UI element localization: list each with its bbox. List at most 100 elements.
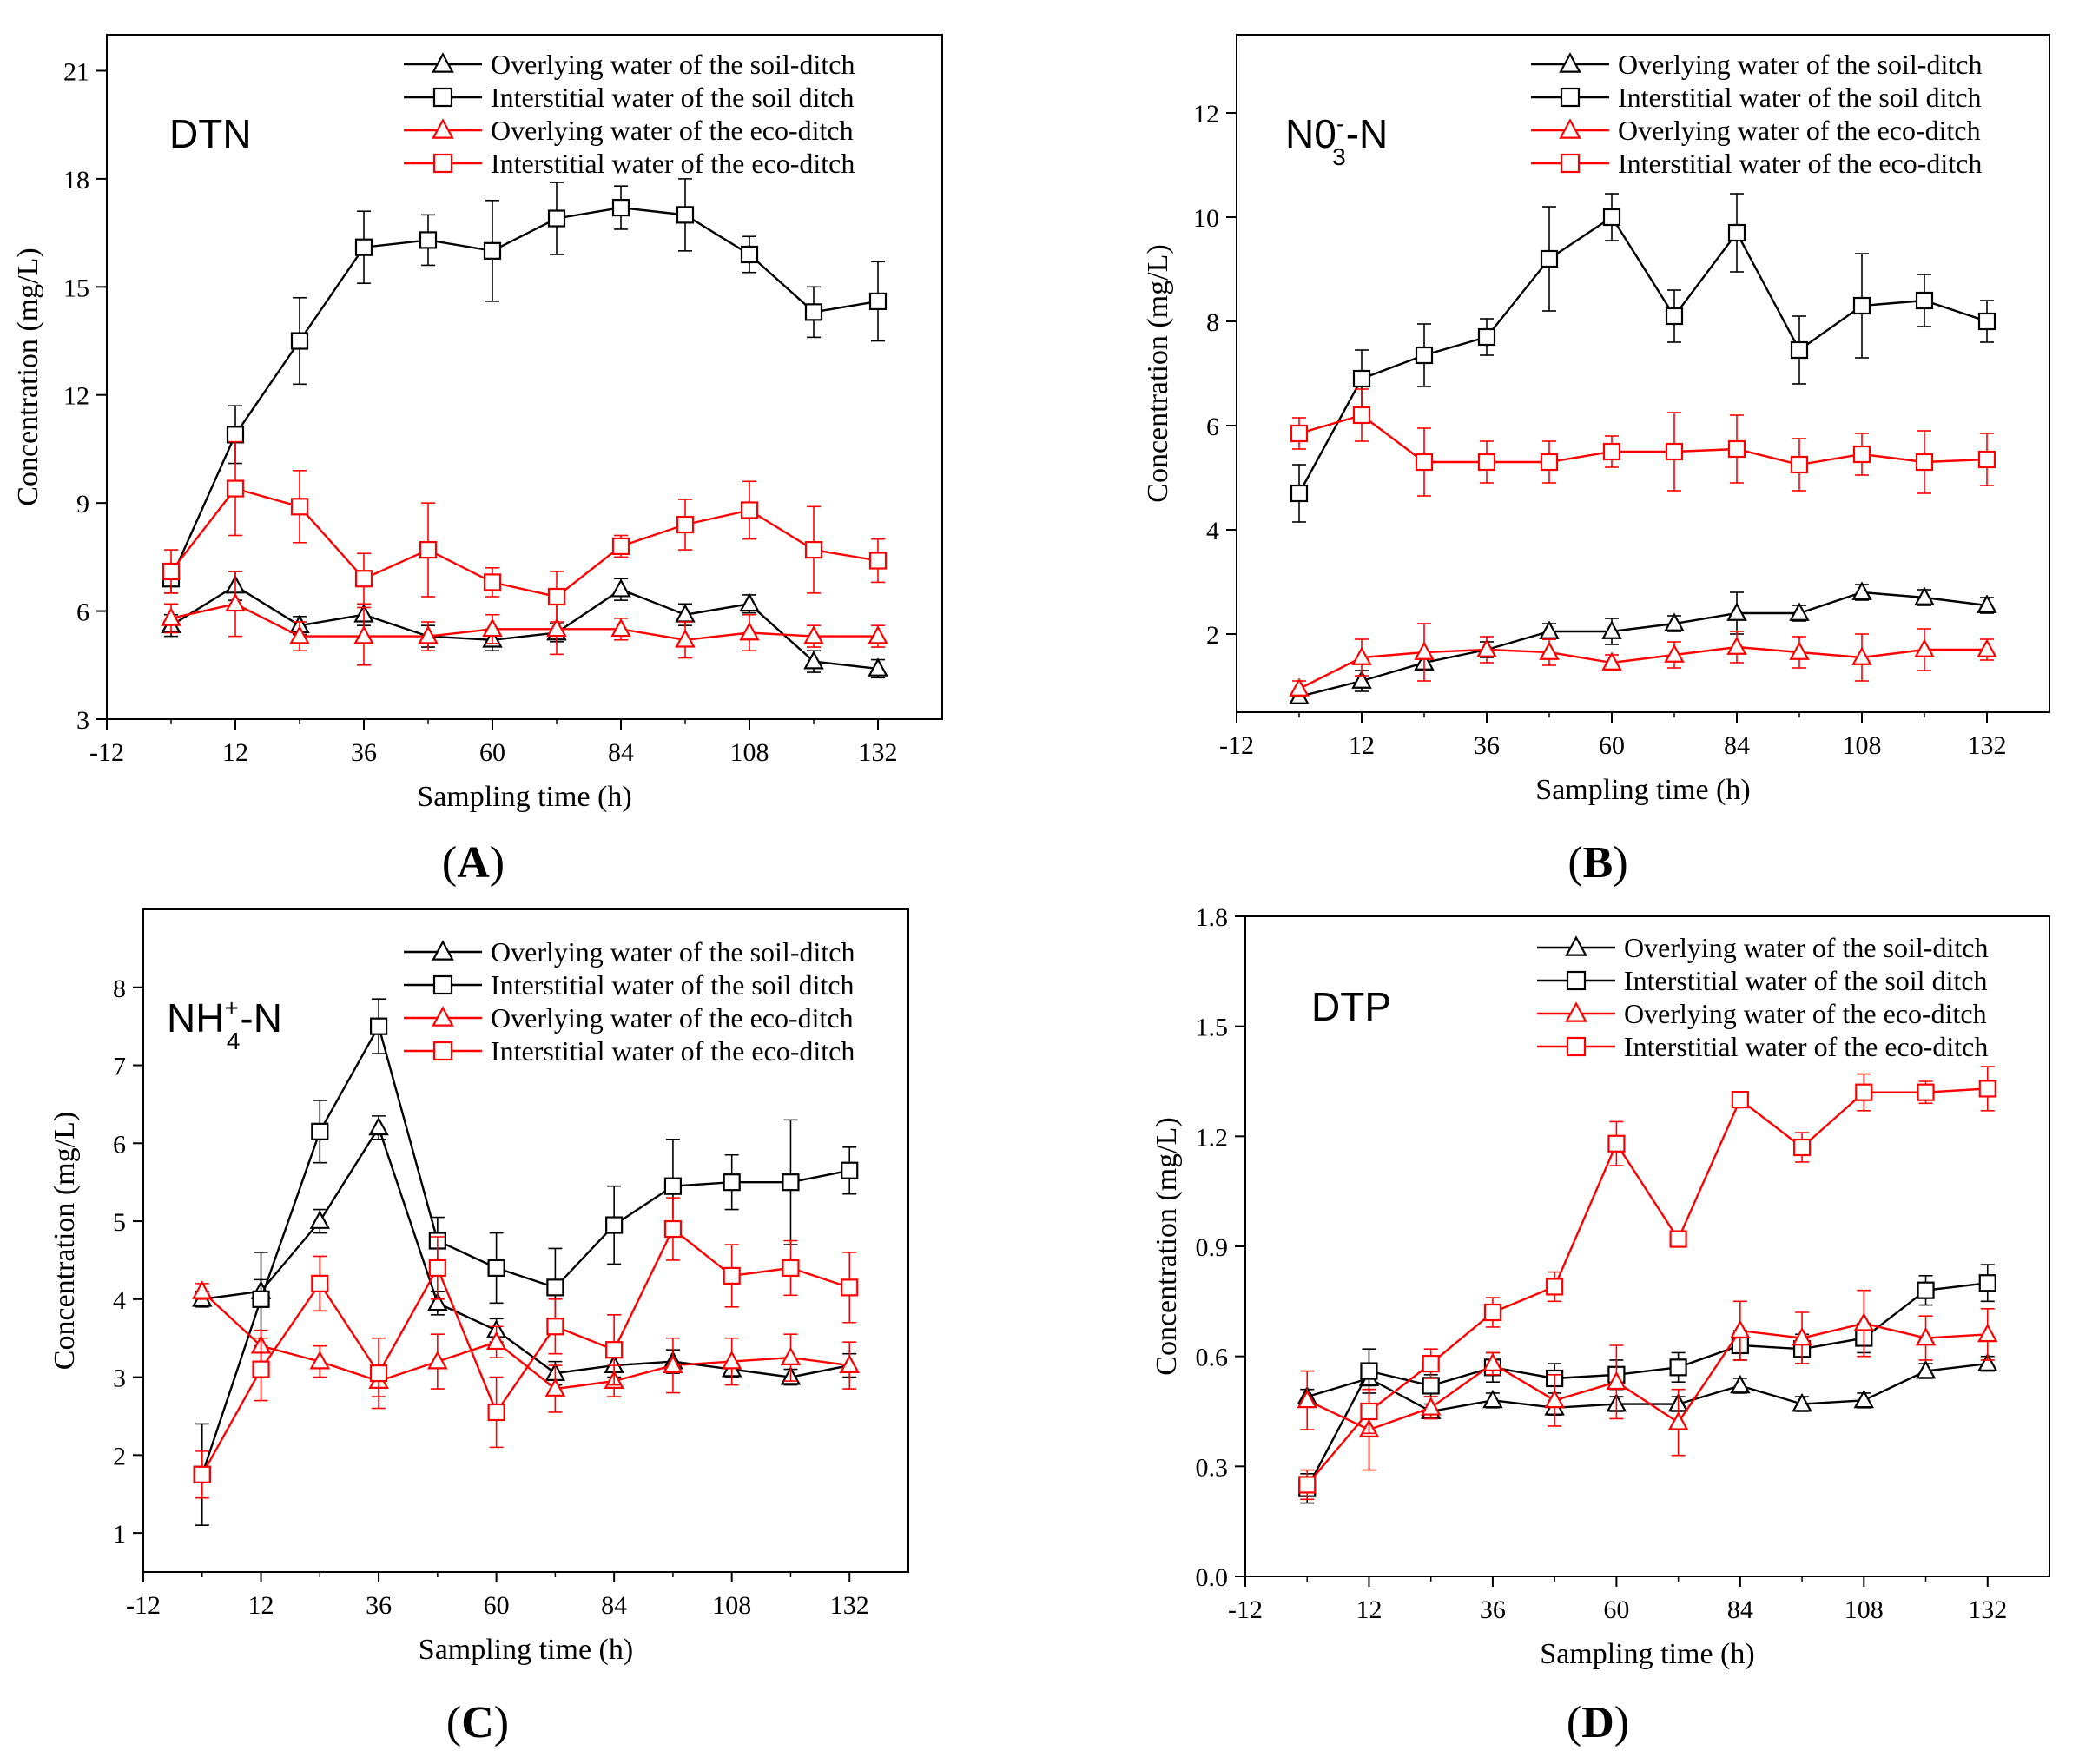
- data-point: [1977, 594, 1997, 613]
- y-tick-label: 15: [63, 274, 89, 302]
- x-tick-label: -12: [1219, 731, 1254, 760]
- panel-title-main: DTN: [169, 111, 252, 156]
- y-axis-label: Concentration (mg/L): [1142, 244, 1174, 502]
- data-point: [676, 206, 695, 224]
- x-tick-label: 36: [1480, 1596, 1506, 1624]
- series-3: [193, 1197, 859, 1499]
- x-tick-label: 60: [1599, 731, 1625, 760]
- data-point: [1415, 346, 1434, 365]
- legend-marker: [432, 1041, 453, 1061]
- data-point: [1665, 442, 1684, 461]
- panel-label: (B): [1568, 838, 1627, 888]
- data-point: [1915, 453, 1934, 472]
- data-point: [1539, 641, 1560, 660]
- data-point: [546, 1318, 564, 1336]
- x-tick-label: 60: [1603, 1596, 1629, 1624]
- x-tick-label: 108: [712, 1591, 751, 1620]
- legend-marker: [432, 940, 454, 961]
- legend-label: Interstitial water of the eco-ditch: [491, 1035, 855, 1067]
- y-tick-label: 18: [63, 166, 89, 195]
- x-axis-label: Sampling time (h): [1535, 774, 1750, 806]
- data-point: [1352, 369, 1371, 388]
- data-point: [309, 1210, 331, 1229]
- data-point: [1978, 1080, 1996, 1098]
- data-point: [1726, 602, 1747, 621]
- y-tick-label: 1.2: [1196, 1123, 1229, 1152]
- y-tick-label: 0.3: [1196, 1453, 1229, 1482]
- panel-label-open: (: [1567, 1698, 1581, 1747]
- data-point: [1606, 1371, 1627, 1391]
- legend-marker: [1566, 970, 1587, 991]
- data-point: [723, 1173, 741, 1192]
- data-point: [427, 1350, 448, 1370]
- series-1: [1290, 193, 1996, 523]
- panel-title: NH+ 4-N: [167, 994, 282, 1054]
- y-tick-label: 10: [1193, 204, 1219, 233]
- x-axis-label: Sampling time (h): [1540, 1638, 1754, 1670]
- x-tick-label: 84: [1727, 1596, 1753, 1624]
- y-tick-label: 12: [1193, 100, 1219, 129]
- y-tick-label: 4: [113, 1286, 126, 1315]
- x-tick-label: 108: [730, 738, 769, 767]
- x-tick-label: 60: [484, 1591, 510, 1620]
- panel-title-superscript: -: [1336, 110, 1344, 137]
- data-point: [1914, 586, 1935, 605]
- data-point: [1477, 327, 1496, 347]
- series-3: [1290, 388, 1996, 497]
- data-point: [427, 1292, 448, 1311]
- y-tick-label: 8: [1206, 308, 1219, 337]
- data-point: [1669, 1358, 1687, 1377]
- data-point: [1792, 1392, 1812, 1412]
- data-point: [868, 292, 888, 311]
- data-point: [780, 1346, 802, 1366]
- data-point: [289, 624, 310, 644]
- series-line: [1298, 413, 1988, 466]
- data-point: [1414, 641, 1435, 660]
- y-tick-label: 3: [76, 706, 89, 735]
- data-point: [1482, 1389, 1503, 1409]
- legend: Overlying water of the soil-ditchInterst…: [404, 49, 855, 179]
- series-2: [1289, 623, 1997, 697]
- data-point: [610, 578, 631, 598]
- y-axis-label: Concentration (mg/L): [49, 1112, 81, 1370]
- data-point: [226, 479, 245, 498]
- data-point: [1352, 406, 1371, 425]
- data-point: [368, 1116, 389, 1136]
- data-point: [1790, 455, 1809, 474]
- data-point: [868, 624, 888, 644]
- y-tick-label: 0.6: [1196, 1344, 1229, 1372]
- series-line: [201, 1227, 850, 1476]
- data-point: [1297, 1389, 1317, 1409]
- data-point: [483, 573, 502, 591]
- data-point: [1422, 1355, 1440, 1373]
- data-point: [1917, 1281, 1935, 1299]
- legend: Overlying water of the soil-ditchInterst…: [404, 936, 855, 1067]
- data-point: [1298, 1476, 1317, 1494]
- data-point: [428, 1259, 446, 1278]
- x-tick-label: 132: [1968, 731, 2007, 760]
- data-point: [252, 1290, 270, 1308]
- data-point: [740, 501, 759, 519]
- y-tick-label: 7: [113, 1053, 126, 1081]
- data-point: [739, 621, 760, 641]
- data-point: [1915, 291, 1934, 310]
- plot-frame: [106, 34, 943, 720]
- x-tick-label: 84: [608, 738, 634, 767]
- data-point: [309, 1350, 331, 1370]
- data-point: [1290, 484, 1309, 503]
- series-line: [1306, 1282, 1988, 1490]
- legend: Overlying water of the soil-ditchInterst…: [1531, 49, 1982, 179]
- data-point: [1482, 1352, 1503, 1371]
- data-point: [546, 618, 567, 638]
- data-point: [1540, 453, 1559, 472]
- data-point: [663, 1354, 683, 1373]
- y-tick-label: 6: [113, 1130, 126, 1159]
- data-point: [1731, 1091, 1749, 1109]
- data-point: [1665, 307, 1684, 326]
- x-tick-label: 84: [1724, 731, 1750, 760]
- data-point: [192, 1280, 213, 1299]
- x-axis-label: Sampling time (h): [417, 781, 631, 813]
- data-point: [1290, 424, 1309, 443]
